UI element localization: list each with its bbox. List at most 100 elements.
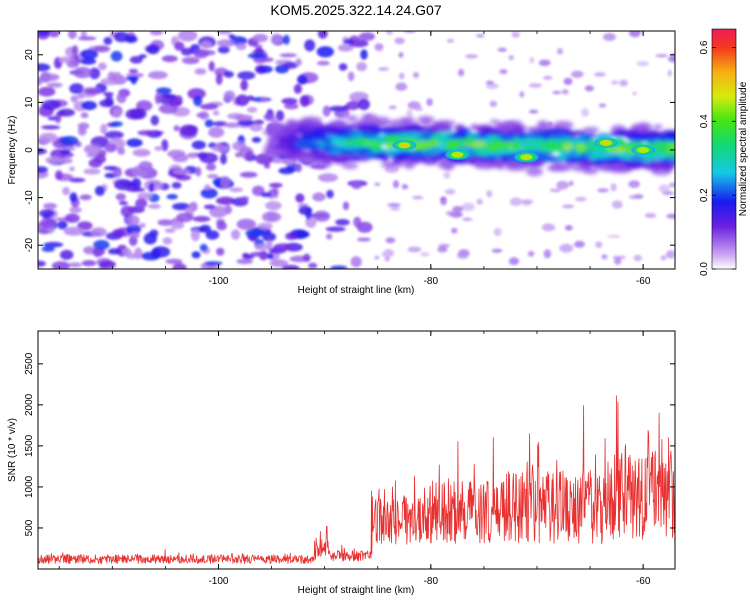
heatmap-cell — [345, 115, 358, 122]
heatmap-cell — [485, 155, 498, 162]
heatmap-cell — [199, 152, 218, 164]
heatmap-cell — [236, 218, 256, 230]
heatmap-cell — [462, 217, 473, 221]
heatmap-cell — [70, 95, 78, 103]
heatmap-cell — [655, 54, 668, 58]
snr-series-line — [38, 395, 675, 564]
heatmap-cell — [387, 126, 411, 131]
heatmap-cell — [325, 226, 346, 232]
heatmap-cell — [157, 93, 177, 105]
heatmap-cell — [455, 138, 465, 144]
heatmap-cell — [353, 257, 360, 262]
heatmap-cell — [90, 227, 107, 237]
heatmap-cell — [386, 31, 393, 35]
heatmap-cell — [79, 194, 92, 201]
heatmap-cell — [285, 232, 298, 240]
x-tick-label: -60 — [636, 276, 651, 287]
heatmap-cell — [217, 46, 230, 54]
snr-frame — [37, 330, 676, 570]
heatmap-cell — [68, 177, 86, 183]
heatmap-cell — [443, 172, 451, 179]
heatmap-cell — [265, 201, 282, 211]
heatmap-cell — [143, 232, 157, 245]
heatmap-cell — [335, 219, 350, 226]
heatmap-cell — [630, 123, 647, 131]
heatmap-cell — [254, 243, 273, 251]
heatmap-cell — [239, 171, 258, 178]
spectrogram-ylabel: Frequency (Hz) — [7, 116, 18, 185]
heatmap-cell — [113, 167, 122, 178]
heatmap-cell — [38, 166, 48, 173]
heatmap-cell — [41, 73, 60, 82]
heatmap-cell — [63, 226, 84, 236]
heatmap-cell — [375, 152, 389, 157]
heatmap-cell — [349, 139, 364, 148]
heatmap-cell — [237, 71, 256, 80]
heatmap-cell — [584, 85, 595, 92]
heatmap-cell — [220, 153, 227, 165]
heatmap-cell — [619, 79, 628, 87]
heatmap-cell — [343, 39, 355, 45]
heatmap-cell — [98, 260, 116, 269]
heatmap-cell — [41, 125, 61, 130]
heatmap-cell — [388, 151, 397, 159]
heatmap-cell — [423, 159, 438, 166]
heatmap-cell — [371, 145, 382, 153]
heatmap-cell — [575, 196, 587, 202]
heatmap-peak — [400, 143, 408, 148]
heatmap-cell — [137, 130, 157, 136]
heatmap-cell — [360, 113, 379, 124]
heatmap-cell — [116, 92, 127, 104]
heatmap-cell — [234, 114, 253, 122]
heatmap-cell — [499, 69, 508, 75]
heatmap-cell — [269, 259, 289, 268]
heatmap-cell — [262, 148, 283, 153]
heatmap-cell — [549, 188, 562, 193]
heatmap-cell — [59, 149, 71, 155]
heatmap-cell — [122, 247, 132, 257]
heatmap-cell — [489, 119, 500, 124]
heatmap-cell — [385, 237, 396, 244]
heatmap-cell — [108, 248, 121, 255]
heatmap-cell — [260, 192, 273, 198]
heatmap-cell — [601, 254, 608, 260]
y-tick-label: 20 — [24, 49, 35, 61]
heatmap-cell — [51, 261, 70, 269]
heatmap-cell — [112, 107, 122, 119]
heatmap-cell — [257, 222, 273, 230]
heatmap-cell — [126, 138, 143, 148]
heatmap-cell — [84, 87, 103, 95]
heatmap-cell — [640, 154, 654, 163]
heatmap-cell — [120, 205, 134, 218]
heatmap-cell — [191, 140, 206, 150]
heatmap-cell — [444, 188, 456, 195]
heatmap-cell — [77, 221, 93, 231]
heatmap-cell — [384, 256, 390, 262]
heatmap-cell — [172, 168, 191, 175]
heatmap-cell — [351, 181, 362, 190]
heatmap-cell — [564, 225, 573, 231]
heatmap-cell — [223, 90, 236, 102]
heatmap-cell — [215, 196, 236, 205]
heatmap-cell — [282, 61, 299, 69]
heatmap-cell — [538, 59, 551, 66]
heatmap-cell — [414, 106, 424, 112]
heatmap-cell — [167, 149, 186, 158]
heatmap-cell — [474, 159, 484, 169]
heatmap-cell — [195, 166, 202, 177]
heatmap-cell — [330, 145, 343, 156]
heatmap-peak — [639, 148, 647, 152]
heatmap-cell — [157, 219, 174, 226]
heatmap-cell — [485, 83, 499, 90]
heatmap-cell — [508, 257, 520, 266]
heatmap-cell — [295, 163, 302, 173]
heatmap-cell — [669, 182, 675, 188]
heatmap-cell — [211, 144, 231, 152]
heatmap-cell — [320, 124, 341, 134]
heatmap-cell — [175, 174, 192, 181]
heatmap-cell — [154, 92, 161, 105]
heatmap-cell — [568, 149, 578, 156]
heatmap-peak — [602, 140, 610, 145]
heatmap-cell — [438, 142, 448, 151]
